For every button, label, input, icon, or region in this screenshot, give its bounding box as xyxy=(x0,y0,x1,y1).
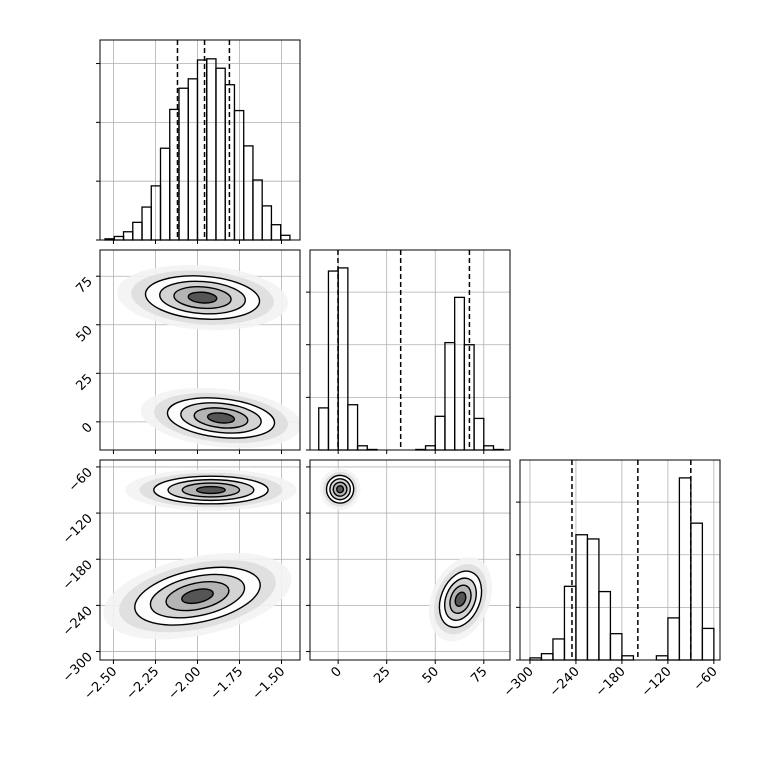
histogram-bar xyxy=(113,235,125,241)
cluster-group xyxy=(319,468,493,642)
density-contour xyxy=(335,485,345,494)
y-tick-label: −120 xyxy=(60,511,96,547)
histogram-bar xyxy=(483,445,495,451)
histogram-bar xyxy=(690,522,704,661)
histogram-bar xyxy=(454,296,466,451)
x-tick-label: 50 xyxy=(420,664,442,686)
histogram-bar xyxy=(586,538,600,661)
histogram-bar xyxy=(667,617,681,661)
x-tick-label: −60 xyxy=(691,664,721,694)
density-contour xyxy=(195,485,226,495)
histogram-bar xyxy=(215,67,226,241)
panel-frame xyxy=(99,249,301,451)
histogram-bar xyxy=(434,415,446,451)
histogram-bar xyxy=(540,653,554,661)
y-tick-label: 25 xyxy=(74,372,96,394)
density-contour xyxy=(206,412,236,424)
y-tick-label: −240 xyxy=(60,604,96,640)
x-tick-label: 25 xyxy=(371,664,393,686)
histogram-bar xyxy=(261,205,273,241)
histogram-bar xyxy=(243,145,254,241)
y-tick-label: −180 xyxy=(60,557,96,593)
histogram-bar xyxy=(621,655,635,661)
x-tick-label: −300 xyxy=(501,664,537,700)
histogram-bar xyxy=(347,404,359,451)
y-tick-label: 75 xyxy=(74,274,96,296)
histogram-bar xyxy=(473,417,485,451)
histogram-bar xyxy=(337,267,349,451)
histogram-bar xyxy=(252,179,263,241)
x-tick-label: −2.50 xyxy=(81,664,120,703)
histogram-bar xyxy=(141,206,152,241)
histogram-bar xyxy=(598,590,612,661)
y-tick-label: 0 xyxy=(79,420,95,436)
histogram-bar xyxy=(150,185,162,241)
histogram-bar xyxy=(159,147,171,241)
histogram-bar xyxy=(132,221,143,241)
x-tick-label: −2.00 xyxy=(166,664,205,703)
x-tick-label: −180 xyxy=(593,664,629,700)
histogram-bar xyxy=(280,234,291,241)
x-tick-label: −1.50 xyxy=(250,664,289,703)
histogram-bar xyxy=(575,534,589,661)
histogram-bar xyxy=(424,445,436,451)
histogram-bar xyxy=(327,270,339,451)
histogram-bar xyxy=(609,633,623,661)
histogram-bar xyxy=(356,445,368,451)
x-tick-label: −2.25 xyxy=(124,664,163,703)
histogram-bar xyxy=(196,59,208,241)
histogram-bar xyxy=(187,78,199,241)
histogram-bar xyxy=(206,58,217,241)
histogram-bar xyxy=(678,477,692,661)
cluster-group xyxy=(116,265,300,449)
y-tick-label: −300 xyxy=(60,650,96,686)
x-tick-label: −120 xyxy=(639,664,675,700)
x-tick-label: −240 xyxy=(547,664,583,700)
density-contour xyxy=(181,588,214,605)
cluster-group xyxy=(103,469,297,640)
histogram-bar xyxy=(178,87,189,241)
histogram-bar xyxy=(444,341,456,451)
x-tick-label: 0 xyxy=(329,664,345,680)
density-contour xyxy=(454,591,467,607)
panel-frame xyxy=(99,39,301,241)
histogram-bar xyxy=(655,655,669,661)
panel-frame xyxy=(309,249,511,451)
y-tick-label: −60 xyxy=(66,465,96,495)
panel-frame xyxy=(519,459,721,661)
panel-frame xyxy=(99,459,301,661)
y-tick-label: 50 xyxy=(74,323,96,345)
histogram-bar xyxy=(270,224,282,241)
histogram-bar xyxy=(233,109,245,241)
histogram-bar xyxy=(318,407,330,451)
histogram-bar xyxy=(552,638,566,661)
x-tick-label: −1.75 xyxy=(208,664,247,703)
x-tick-label: 75 xyxy=(468,664,490,686)
density-contour xyxy=(187,291,218,304)
histogram-bar xyxy=(701,627,715,661)
histogram-bar xyxy=(122,231,134,241)
panel-frame xyxy=(309,459,511,661)
histogram-bar xyxy=(563,585,577,661)
